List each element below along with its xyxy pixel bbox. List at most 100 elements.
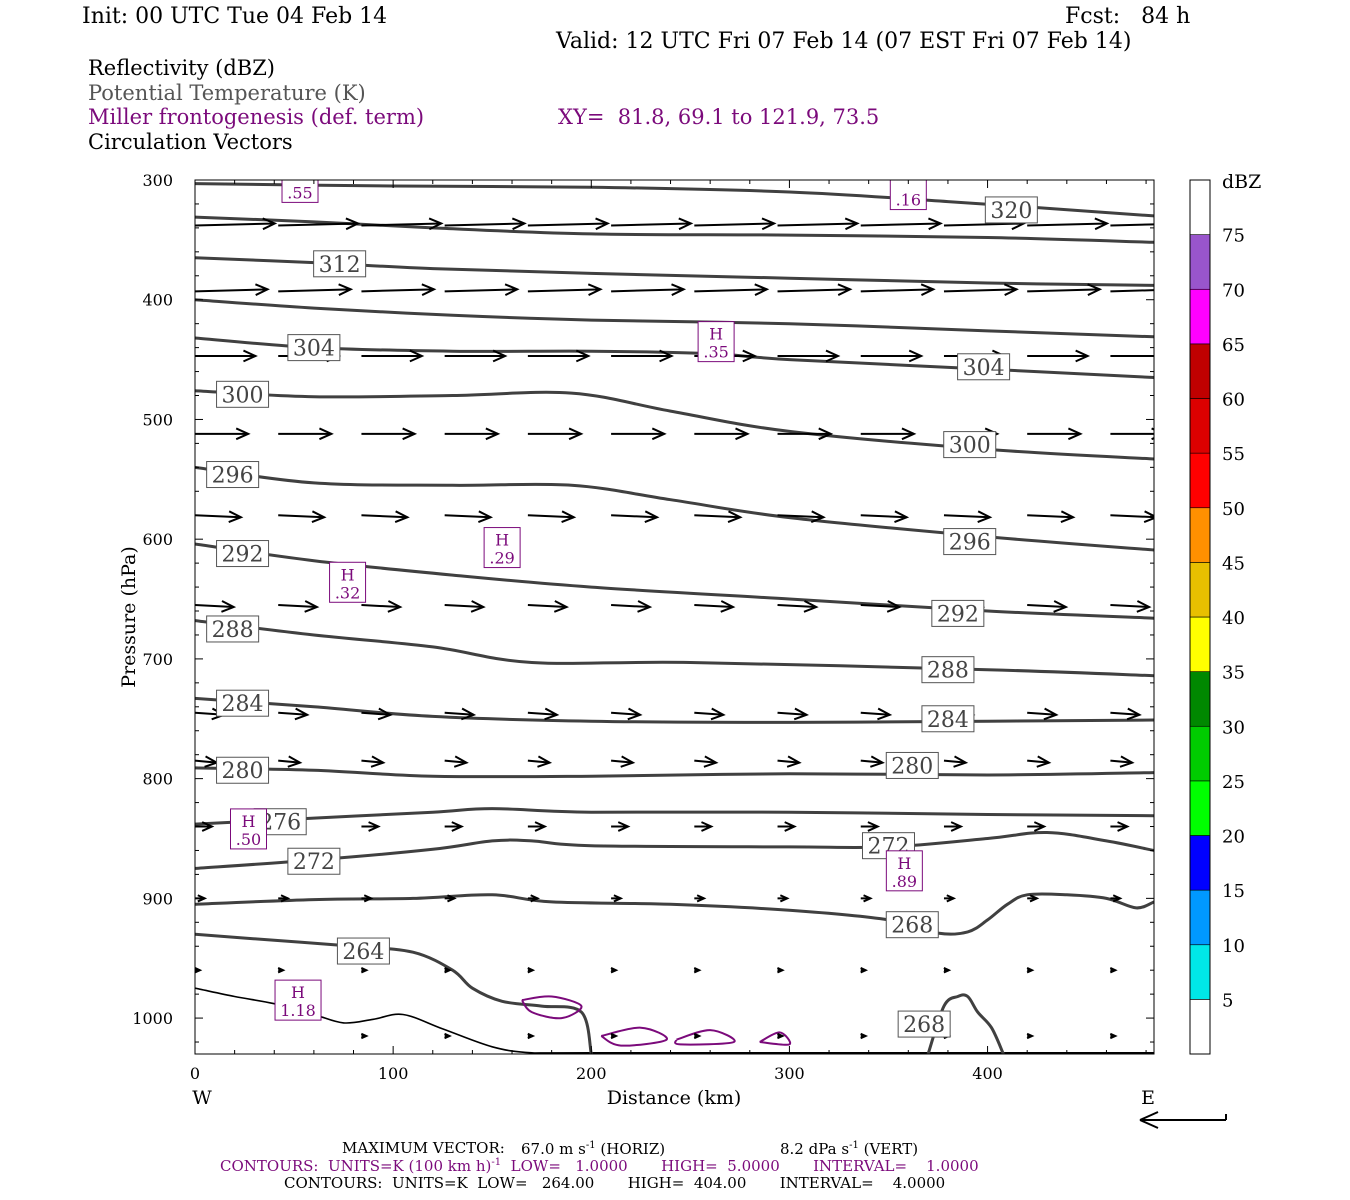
theta-label: 296 [943,528,997,556]
svg-text:H: H [341,565,355,584]
circulation-vector [444,217,527,231]
circulation-vector [1027,821,1047,832]
theta-label: 300 [943,431,997,459]
colorbar-segment [1189,562,1211,618]
circulation-vector [361,707,393,721]
forecast-hour: Fcst: 84 h [1065,4,1191,29]
svg-text:292: 292 [937,602,979,627]
theta-contour-288 [195,619,1154,678]
svg-text:312: 312 [319,253,361,278]
colorbar-level-label: 55 [1222,444,1245,465]
colorbar-level-label: 60 [1222,390,1245,411]
circulation-vector [195,427,251,441]
circulation-vector [527,283,603,296]
theta-contour-264 [195,932,593,1054]
circulation-vector [943,510,993,524]
svg-text:296: 296 [949,531,991,556]
svg-text:284: 284 [927,708,969,733]
circulation-vector [1110,427,1154,441]
circulation-vector [1110,821,1130,832]
circulation-vector [1027,707,1059,721]
circulation-vector [527,427,584,441]
circulation-vector [195,510,244,524]
theta-label: 288 [206,615,260,643]
colorbar-level-label: 45 [1222,553,1245,574]
circulation-vector [611,427,667,441]
y-tick-label: 400 [142,291,173,310]
circulation-vector [444,510,494,524]
circulation-vector [1110,289,1154,293]
y-tick-label: 300 [142,171,173,190]
frontogenesis-max-label: .55 [281,180,319,203]
circulation-vector [361,283,437,296]
frontogenesis-max-label: H.32 [329,561,367,603]
frontogenesis-max-label: H1.18 [274,979,322,1021]
circulation-vector [694,755,719,768]
circulation-vector [527,510,577,524]
circulation-vector [444,1032,452,1040]
theta-label: 304 [957,353,1011,381]
circulation-vector [527,755,553,768]
circulation-vector [444,707,477,721]
circulation-vector [611,349,674,363]
svg-text:300: 300 [222,383,264,408]
circulation-vector [943,967,952,974]
circulation-vector [860,427,917,441]
circulation-vector [444,283,520,296]
svg-text:1.18: 1.18 [280,1001,316,1020]
x-tick-label: 300 [774,1064,805,1083]
circulation-vector [860,600,902,613]
circulation-vector [527,967,536,974]
x-tick-label: 400 [972,1064,1003,1083]
theta-label: 284 [921,705,975,733]
cross-section-endpoints: XY= 81.8, 69.1 to 121.9, 73.5 [558,105,880,129]
circulation-vector [361,217,444,231]
circulation-vector [1026,967,1035,974]
cross-section-plot: 3203123043043003002962962922922882882842… [118,171,1261,1129]
theta-contour-292 [195,542,1154,620]
svg-text:320: 320 [990,199,1032,224]
title-circulation-vectors: Circulation Vectors [88,130,293,154]
circulation-vector [777,349,841,363]
circulation-vector [1110,707,1142,721]
colorbar-segment [1189,616,1211,672]
svg-text:304: 304 [963,356,1005,381]
circulation-vector [777,217,860,231]
svg-text:268: 268 [891,914,933,939]
theta-label: 296 [206,461,260,489]
svg-text:284: 284 [222,692,264,717]
colorbar-level-label: 20 [1222,827,1245,848]
circulation-vector [1027,600,1069,613]
svg-text:H: H [291,983,305,1002]
circulation-vector [611,755,636,768]
circulation-vector [943,283,1019,296]
circulation-vector [610,1032,619,1040]
theta-label: 292 [216,540,270,568]
circulation-vector [527,600,569,613]
y-tick-label: 1000 [132,1009,173,1028]
circulation-vector [777,283,853,296]
svg-text:296: 296 [212,464,254,489]
circulation-vector [444,755,469,768]
theta-label: 288 [921,656,975,684]
circulation-vector [1027,283,1103,296]
circulation-vector [1027,510,1076,524]
circulation-vector [278,427,334,441]
x-tick-label: 200 [576,1064,607,1083]
circulation-vector [611,217,694,231]
x-axis-label: Distance (km) [607,1087,742,1109]
theta-label: 320 [984,196,1038,224]
theta-contour-272 [195,830,1154,870]
circulation-vector [1110,510,1154,524]
init-time: Init: 00 UTC Tue 04 Feb 14 [82,4,388,29]
max-vector-horizontal: 67.0 m s-1 (HORIZ) [521,1140,666,1158]
colorbar-segment [1189,944,1211,1000]
circulation-vector [1027,349,1091,363]
circulation-vector [694,600,736,613]
frontogenesis-contour [759,1031,792,1046]
theta-label: 280 [216,756,270,784]
circulation-vector [527,821,548,832]
circulation-vector [777,894,790,903]
title-miller-frontogenesis: Miller frontogenesis (def. term) [88,105,425,129]
west-label: W [192,1087,212,1109]
